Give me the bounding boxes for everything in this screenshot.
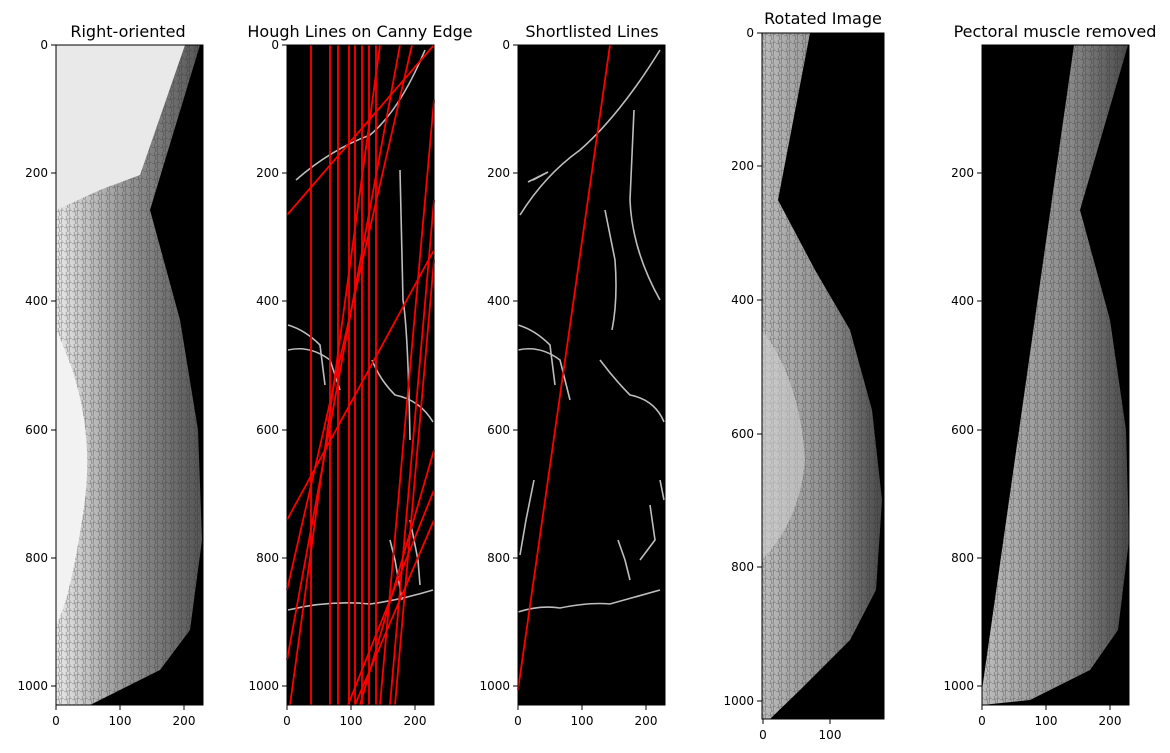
y-tick-label: 600 [487,423,510,437]
y-tick-label: 800 [256,551,279,565]
y-tick-label: 200 [256,166,279,180]
y-tick-label: 200 [25,166,48,180]
x-tick-label: 200 [404,714,427,728]
x-axis: 0 100 [759,719,841,742]
x-axis: 0 100 200 [514,705,657,728]
mammogram-image [56,45,203,705]
y-tick-label: 400 [731,293,754,307]
y-tick-label: 600 [25,423,48,437]
y-tick-label: 800 [731,560,754,574]
y-axis: 0 200 400 600 800 1000 [248,38,287,693]
x-tick-label: 100 [571,714,594,728]
canny-edge-image [518,45,665,705]
y-axis: 200 400 600 800 1000 [943,166,982,693]
y-tick-label: 800 [25,551,48,565]
y-tick-label: 800 [487,551,510,565]
x-tick-label: 0 [978,714,986,728]
y-tick-label: 0 [746,26,754,40]
y-tick-label: 1000 [723,694,754,708]
x-tick-label: 0 [514,714,522,728]
axes-frame [55,44,204,706]
y-tick-label: 400 [487,294,510,308]
y-tick-label: 1000 [479,679,510,693]
y-tick-label: 0 [40,38,48,52]
y-axis: 0 200 400 600 800 1000 [723,26,762,708]
panel-pectoral-removed: Pectoral muscle removed 0 100 200 200 40… [943,22,1156,728]
y-tick-label: 200 [487,166,510,180]
x-tick-label: 100 [109,714,132,728]
y-tick-label: 400 [25,294,48,308]
x-tick-label: 200 [1099,714,1122,728]
panel-right-oriented: Right-oriented 0 100 200 0 200 400 [17,22,204,728]
x-axis: 0 100 200 [283,705,426,728]
y-tick-label: 400 [951,294,974,308]
y-tick-label: 1000 [248,679,279,693]
x-tick-label: 100 [819,728,842,742]
y-axis: 0 200 400 600 800 1000 [17,38,56,693]
x-axis: 0 100 200 [52,705,195,728]
shortlisted-line [517,44,611,691]
axes-frame [286,44,435,706]
x-tick-label: 100 [340,714,363,728]
x-tick-label: 0 [759,728,767,742]
x-axis: 0 100 200 [978,705,1121,728]
y-tick-label: 0 [271,38,279,52]
hough-lines [286,44,435,706]
y-tick-label: 600 [256,423,279,437]
x-tick-label: 200 [635,714,658,728]
panel-rotated-image: Rotated Image 0 100 0 200 400 600 800 [723,9,885,742]
panel-shortlisted-lines: Shortlisted Lines 0 100 200 [479,22,666,728]
panel-hough-lines: Hough Lines on Canny Edge [247,22,472,728]
y-tick-label: 600 [731,427,754,441]
panel-title: Pectoral muscle removed [954,22,1157,41]
y-tick-label: 600 [951,423,974,437]
y-tick-label: 800 [951,551,974,565]
panel-title: Shortlisted Lines [525,22,658,41]
x-tick-label: 200 [173,714,196,728]
axes-frame [981,44,1130,706]
x-tick-label: 0 [52,714,60,728]
y-tick-label: 1000 [943,679,974,693]
panel-title: Rotated Image [764,9,882,28]
x-tick-label: 100 [1035,714,1058,728]
panel-title: Right-oriented [70,22,185,41]
y-tick-label: 0 [502,38,510,52]
canny-edges [517,49,665,613]
y-tick-label: 1000 [17,679,48,693]
y-tick-label: 400 [256,294,279,308]
x-tick-label: 0 [283,714,291,728]
y-tick-label: 200 [951,166,974,180]
axes-frame [761,32,885,720]
rotated-mammogram-image [762,33,884,719]
y-axis: 0 200 400 600 800 1000 [479,38,518,693]
panel-title: Hough Lines on Canny Edge [247,22,472,41]
axes-frame [517,44,666,706]
pectoral-removed-image [982,45,1129,705]
y-tick-label: 200 [731,159,754,173]
